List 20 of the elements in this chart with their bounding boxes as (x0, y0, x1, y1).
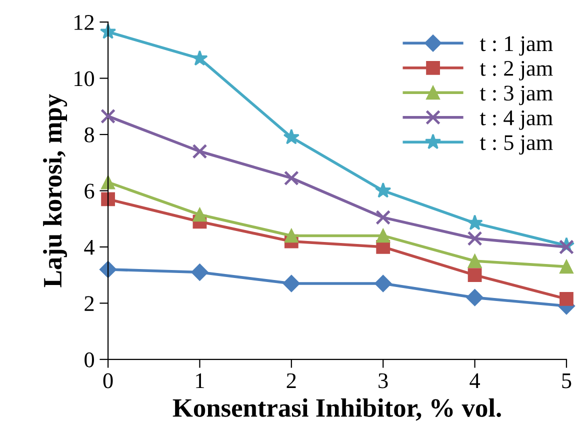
legend-label: t : 1 jam (480, 36, 553, 56)
y-axis-title: Laju korosi, mpy (43, 94, 68, 288)
legend-label: t : 5 jam (480, 135, 553, 155)
x-tick-label: 2 (286, 373, 296, 388)
x-tick-label: 3 (378, 373, 388, 388)
y-tick-label: 0 (84, 352, 94, 368)
x-tick-label: 5 (562, 373, 572, 388)
x-tick-label: 1 (196, 373, 204, 388)
x-axis-title: Konsentrasi Inhibitor, % vol. (172, 398, 501, 421)
y-tick-label: 6 (84, 184, 94, 199)
legend-label: t : 2 jam (480, 60, 553, 80)
x-tick-label: 4 (470, 373, 480, 388)
y-tick-label: 2 (84, 296, 94, 311)
legend-label: t : 4 jam (480, 110, 553, 130)
y-tick-label: 8 (84, 127, 94, 142)
y-tick-label: 4 (84, 240, 94, 255)
legend-label: t : 3 jam (480, 86, 553, 106)
y-tick-label: 10 (74, 71, 94, 86)
x-tick-label: 0 (103, 373, 113, 388)
y-tick-label: 12 (74, 15, 94, 30)
